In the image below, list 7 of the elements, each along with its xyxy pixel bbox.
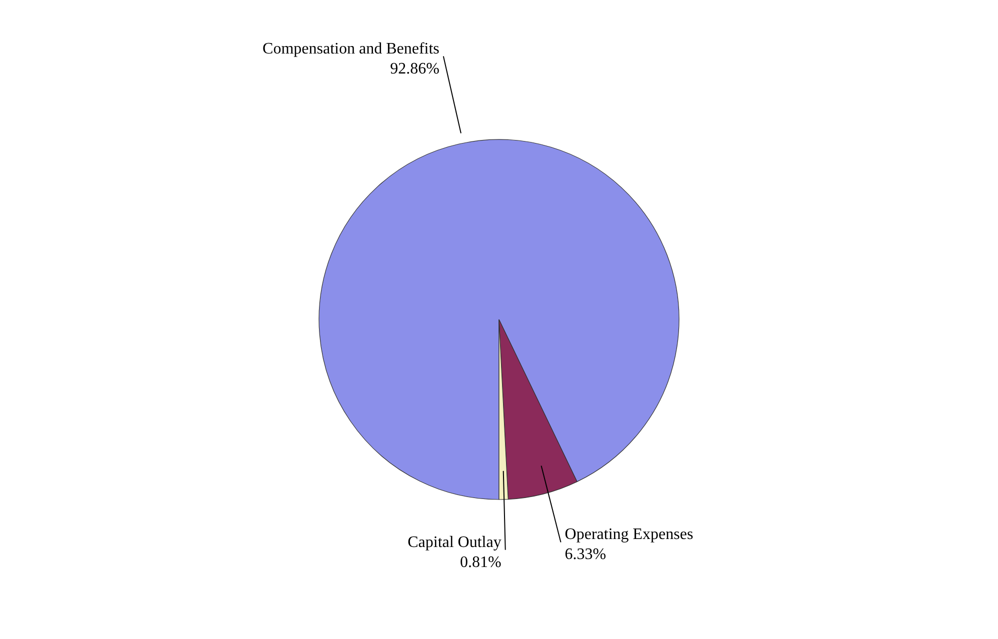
slice-label: Capital Outlay (408, 534, 502, 551)
data-label: 92.86% (390, 60, 440, 78)
slice-label: Operating Expenses (564, 526, 694, 544)
slice-label: Compensation and Benefits (262, 40, 440, 58)
data-label: 0.81% (460, 554, 502, 571)
data-label: 6.33% (564, 546, 606, 564)
pie-slice (318, 139, 680, 500)
